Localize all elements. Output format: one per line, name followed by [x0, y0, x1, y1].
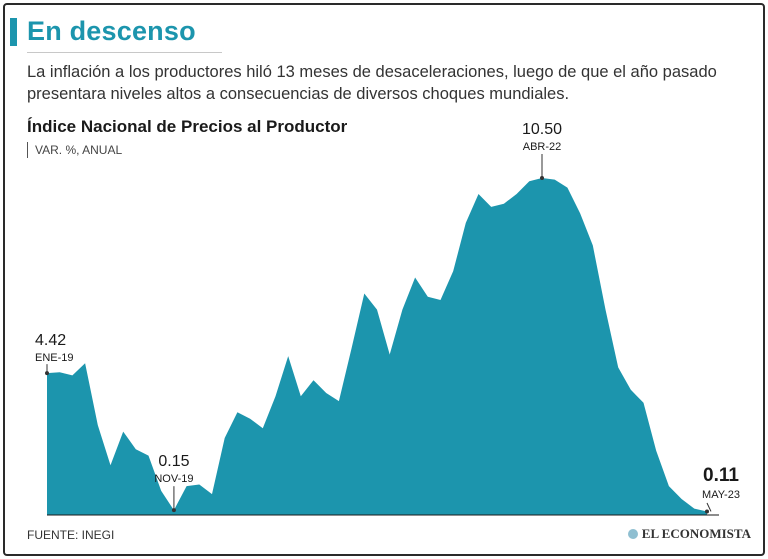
- annotation-abr-22: 10.50 ABR-22: [522, 121, 562, 180]
- chart-unit-label: VAR. %, ANUAL: [27, 142, 122, 158]
- annotation-value-label: 0.15: [158, 453, 189, 470]
- annotation-point: [171, 508, 176, 513]
- annotation-point: [45, 371, 49, 376]
- annotation-value-label: 0.11: [703, 465, 739, 486]
- subtitle: La inflación a los productores hiló 13 m…: [27, 63, 717, 103]
- annotation-may-23: 0.11 MAY-23: [702, 465, 740, 514]
- annotation-point: [705, 509, 709, 514]
- annotation-point: [540, 176, 544, 180]
- infographic-frame: En descenso La inflación a los productor…: [3, 3, 765, 556]
- annotation-value-label: 4.42: [35, 332, 66, 349]
- annotation-date-label: ABR-22: [523, 141, 562, 153]
- annotation-leader-line: [706, 502, 712, 512]
- chart-title: Índice Nacional de Precios al Productor: [27, 117, 348, 136]
- annotation-date-label: ENE-19: [35, 352, 74, 364]
- brand-logo: EL ECONOMISTA: [627, 526, 751, 542]
- brand-dot-icon: [627, 529, 638, 539]
- page-title: En descenso: [27, 16, 196, 46]
- annotation-ene-19: 4.42 ENE-19: [35, 332, 74, 376]
- annotation-date-label: NOV-19: [154, 473, 193, 485]
- annotation-date-label: MAY-23: [702, 489, 740, 501]
- source-note: FUENTE: INEGI: [27, 528, 115, 542]
- title-accent-bar: [10, 18, 17, 46]
- annotation-layer: 4.42 ENE-19 0.15 NOV-19 10.50 ABR-22 0.11 MAY-2…: [35, 121, 740, 514]
- area-chart: 4.42 ENE-19 0.15 NOV-19 10.50 ABR-22 0.11 MAY-2…: [35, 121, 740, 516]
- title-divider: [27, 52, 222, 53]
- annotation-nov-19: 0.15 NOV-19: [154, 453, 193, 513]
- series-area: [47, 178, 707, 515]
- annotation-value-label: 10.50: [522, 121, 562, 138]
- brand-name: EL ECONOMISTA: [641, 526, 751, 541]
